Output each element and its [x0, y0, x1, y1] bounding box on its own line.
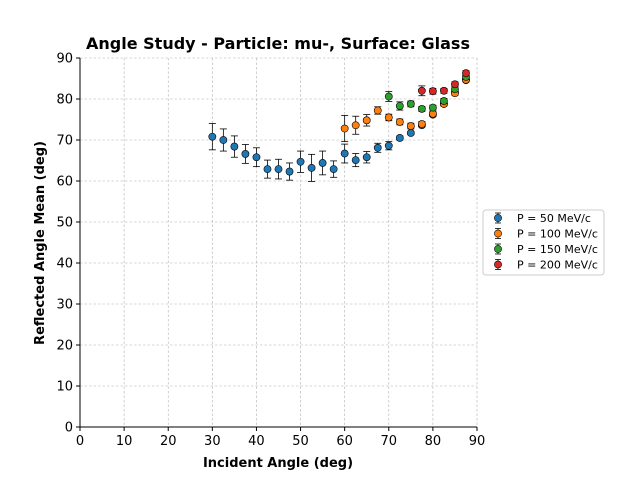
data-point [219, 136, 228, 144]
y-tick-label: 70 [56, 134, 73, 149]
y-tick-label: 20 [56, 339, 73, 354]
x-tick-label: 70 [381, 434, 398, 449]
data-point [406, 122, 415, 130]
data-point [417, 120, 426, 128]
data-point [208, 132, 217, 141]
data-point [462, 69, 470, 78]
y-axis-label: Reflected Angle Mean (deg) [33, 141, 48, 345]
x-tick-label: 60 [336, 434, 353, 449]
data-point [384, 92, 393, 101]
data-point [373, 143, 382, 152]
grid [79, 57, 478, 428]
legend-marker [494, 260, 502, 269]
x-tick-label: 50 [292, 434, 309, 449]
y-tick-label: 40 [56, 257, 73, 272]
series-4 [417, 69, 470, 97]
y-tick-label: 50 [56, 216, 73, 231]
x-axis-ticks: 0 10 20 30 40 50 60 70 80 90 [76, 427, 485, 449]
y-tick-label: 0 [65, 421, 73, 436]
data-point [395, 134, 404, 142]
legend-marker [494, 214, 502, 222]
data-point [362, 116, 371, 125]
data-point [263, 165, 272, 174]
legend-label: P = 200 MeV/c [517, 259, 598, 272]
data-point [285, 167, 294, 176]
data-point [230, 142, 239, 151]
data-point [384, 141, 393, 150]
legend-label: P = 100 MeV/c [517, 228, 598, 241]
data-point [417, 104, 426, 113]
data-point [417, 86, 426, 95]
data-point [362, 153, 371, 162]
chart-title: Angle Study - Particle: mu-, Surface: Gl… [86, 34, 470, 53]
series-2 [340, 75, 470, 143]
data-point [274, 165, 283, 174]
data-point [329, 165, 338, 174]
data-point [395, 102, 404, 110]
data-point [340, 124, 349, 133]
x-axis-label: Incident Angle (deg) [203, 456, 353, 471]
data-point [451, 80, 459, 89]
data-point [440, 97, 448, 105]
data-point [351, 156, 360, 164]
x-tick-label: 80 [425, 434, 442, 449]
legend-label: P = 50 MeV/c [517, 212, 591, 225]
y-tick-label: 80 [56, 93, 73, 108]
x-tick-label: 90 [469, 434, 486, 449]
data-point [440, 86, 448, 95]
x-tick-label: 20 [160, 434, 177, 449]
legend-marker [494, 229, 502, 238]
y-axis-ticks: 0 10 20 30 40 50 60 70 80 90 [56, 52, 80, 436]
data-point [406, 100, 415, 108]
x-tick-label: 40 [248, 434, 265, 449]
data-point [252, 153, 261, 162]
data-point [384, 113, 393, 122]
data-point [395, 118, 404, 126]
data-point [428, 87, 437, 96]
x-tick-label: 30 [204, 434, 221, 449]
data-point [318, 159, 327, 167]
data-point [351, 121, 360, 130]
data-point [307, 163, 316, 172]
x-tick-label: 10 [116, 434, 133, 449]
y-tick-label: 30 [56, 298, 73, 313]
data-point [373, 106, 382, 115]
data-point [406, 129, 415, 137]
x-tick-label: 0 [76, 434, 84, 449]
legend-box [482, 209, 605, 276]
data-point [340, 149, 349, 158]
legend-label: P = 150 MeV/c [517, 243, 598, 256]
legend-marker [494, 245, 502, 253]
legend: P = 50 MeV/c P = 100 MeV/c P = 150 MeV/c P … [482, 209, 605, 276]
data-point [241, 150, 250, 158]
y-tick-label: 10 [56, 380, 73, 395]
data-point [428, 103, 437, 112]
data-point [296, 157, 305, 166]
y-tick-label: 60 [56, 175, 73, 190]
y-tick-label: 90 [56, 52, 73, 67]
data-series [208, 69, 470, 182]
